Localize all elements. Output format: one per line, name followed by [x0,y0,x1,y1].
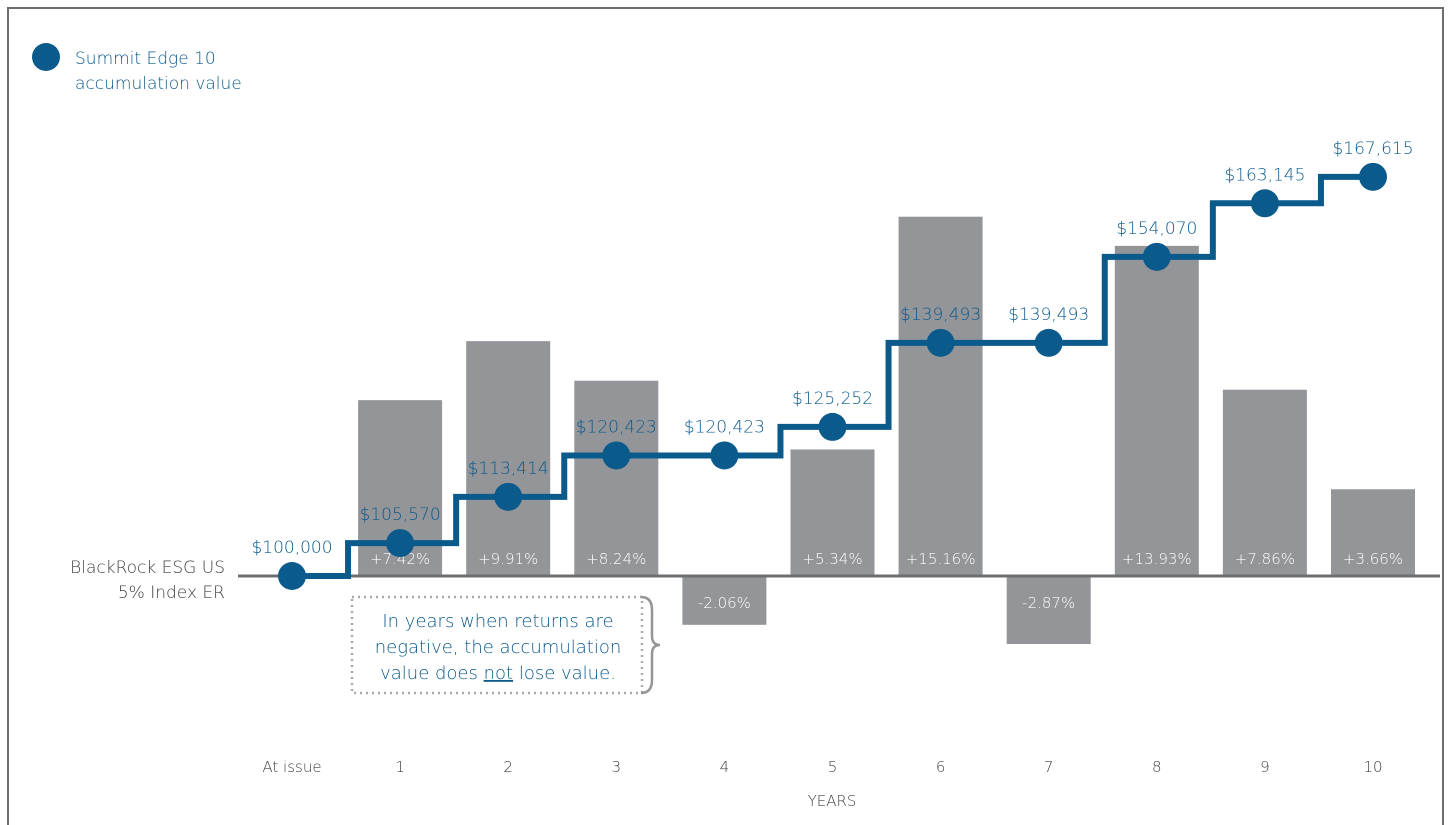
accumulation-label-year-8: $154,070 [1116,219,1197,239]
x-tick-1: 1 [395,758,405,776]
point-labels-layer: $100,000 $105,570 $113,414 $120,423 $120,423… [251,139,1413,558]
annotation-line1: In years when returns are [382,611,613,632]
baseline-label-line1: BlackRock ESG US [70,558,225,578]
bar-label-year-7: -2.87% [1022,594,1075,612]
x-tick-9: 9 [1260,758,1270,776]
bar-year-8 [1114,245,1199,576]
bar-label-year-2: +9.91% [478,550,538,568]
accumulation-point-year-10 [1359,162,1387,191]
accumulation-point-year-7 [1034,328,1063,357]
accumulation-label-year-3: $120,423 [576,417,657,437]
legend-label-line1: Summit Edge 10 [75,49,216,69]
baseline-label: BlackRock ESG US 5% Index ER [70,558,225,603]
bar-labels-layer: +7.42% +9.91% +8.24% -2.06% +5.34% +15.16% -2.… [370,550,1403,612]
accumulation-point-year-9 [1250,189,1279,218]
annotation-line3-a: value does [380,663,484,684]
accumulation-point-year-6 [926,328,955,357]
annotation-brace [640,595,661,695]
accumulation-point-year-8 [1142,242,1171,271]
legend: Summit Edge 10 accumulation value [32,43,242,94]
annotation-box [350,595,644,695]
bar-year-9 [1222,389,1307,576]
x-tick-labels: At issue 1 2 3 4 5 6 7 8 9 10 [262,758,1382,776]
accumulation-label-year-9: $163,145 [1224,165,1305,185]
x-tick-at-issue: At issue [262,758,321,776]
accumulation-label-year-10: $167,615 [1332,139,1413,159]
accumulation-point-at-issue [278,562,306,590]
accumulation-point-year-4 [710,441,739,470]
x-tick-8: 8 [1152,758,1162,776]
legend-label-line2: accumulation value [75,74,242,94]
accumulation-label-year-1: $105,570 [360,505,441,525]
x-tick-3: 3 [612,758,622,776]
bar-label-year-9: +7.86% [1235,550,1295,568]
x-tick-5: 5 [828,758,838,776]
accumulation-label-year-4: $120,423 [684,417,765,437]
annotation-line3-underlined: not [484,663,513,684]
accumulation-label-year-7: $139,493 [1008,305,1089,325]
bar-year-4 [682,576,767,625]
bar-year-5 [790,449,875,576]
x-tick-2: 2 [503,758,513,776]
step-line-layer [278,162,1387,590]
bar-label-year-3: +8.24% [586,550,646,568]
x-tick-6: 6 [936,758,946,776]
chart-frame [7,7,1444,825]
bar-label-year-10: +3.66% [1343,550,1403,568]
bar-label-year-8: +13.93% [1122,550,1192,568]
accumulation-label-year-5: $125,252 [792,389,873,409]
x-tick-10: 10 [1363,758,1382,776]
bar-year-2 [466,341,551,576]
accumulation-point-year-5 [818,412,847,441]
bar-label-year-5: +5.34% [802,550,862,568]
accumulation-point-year-2 [494,482,523,511]
accumulation-label-year-2: $113,414 [468,459,549,479]
legend-marker [32,43,60,71]
annotation-line3: value does not lose value. [380,663,616,684]
x-tick-4: 4 [720,758,730,776]
bar-year-7 [1006,576,1091,645]
bar-label-year-6: +15.16% [906,550,976,568]
accumulation-label-year-6: $139,493 [900,305,981,325]
x-axis-title: YEARS [808,792,857,810]
bar-year-10 [1331,489,1415,576]
bar-year-3 [574,380,659,576]
accumulation-label-at-issue: $100,000 [251,538,332,558]
annotation-line2: negative, the accumulation [375,637,622,658]
accumulation-point-year-3 [602,441,631,470]
bars-layer [358,216,1415,645]
bar-label-year-1: +7.42% [370,550,430,568]
baseline-label-line2: 5% Index ER [118,583,225,603]
bar-year-6 [898,216,983,576]
x-tick-7: 7 [1044,758,1054,776]
accumulation-point-year-1 [386,529,415,558]
annotation-line3-b: lose value. [513,663,616,684]
annotation: In years when returns are negative, the … [350,595,661,695]
bar-label-year-4: -2.06% [698,594,751,612]
